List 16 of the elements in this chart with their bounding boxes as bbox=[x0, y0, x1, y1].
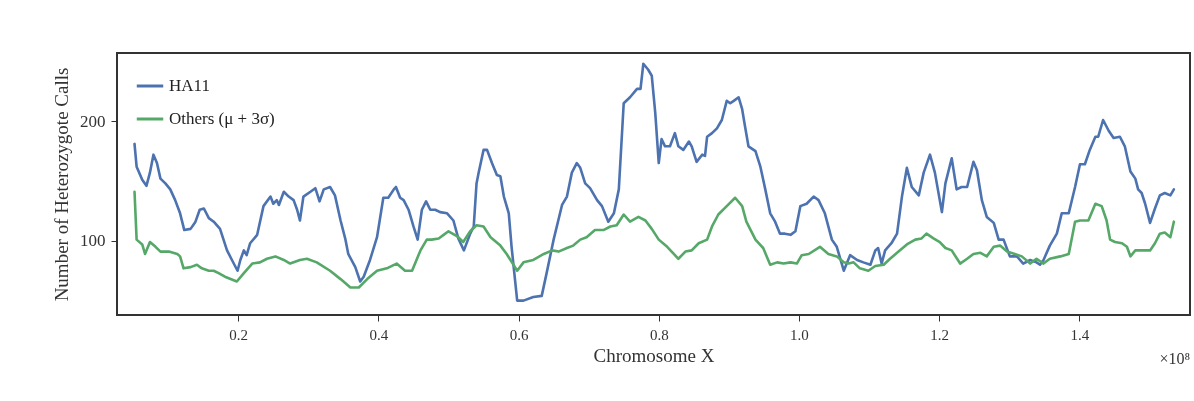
line-series bbox=[133, 62, 1176, 302]
line-series bbox=[133, 190, 1176, 289]
x-tick-label: 1.4 bbox=[1070, 326, 1090, 343]
text: ×10⁸ bbox=[1159, 350, 1190, 367]
y-tick-label: 100 bbox=[80, 231, 106, 251]
x-tick-label: 1.2 bbox=[930, 326, 949, 343]
x-tick-label: 0.2 bbox=[229, 326, 249, 343]
x-tick-label: 0.6 bbox=[509, 326, 529, 343]
y-axis-title: Number of Heterozygote Calls bbox=[51, 67, 72, 302]
legend-label: Others (μ + 3σ) bbox=[169, 109, 275, 128]
y-tick-label: 200 bbox=[80, 111, 106, 131]
legend-label: HA11 bbox=[169, 76, 210, 95]
x-tick-label: 1.0 bbox=[790, 326, 809, 343]
x-axis-title: Chromosome X bbox=[593, 344, 715, 366]
x-tick-label: 0.8 bbox=[649, 326, 669, 343]
x-tick-label: 0.4 bbox=[369, 326, 389, 343]
